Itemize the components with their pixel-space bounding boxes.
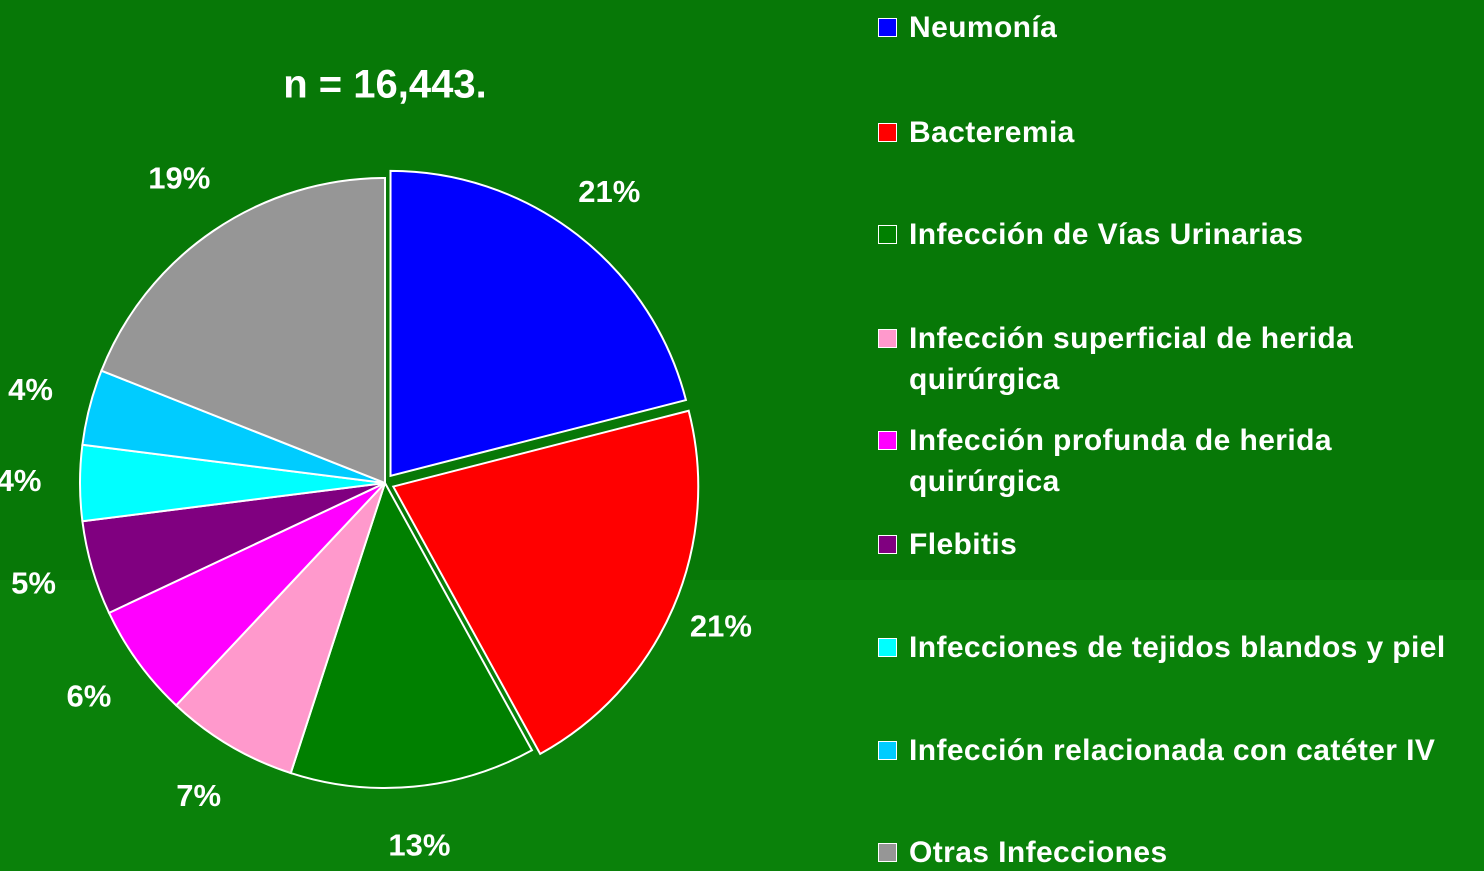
legend-label: Bacteremia	[909, 116, 1075, 149]
legend-label: Infecciones de tejidos blandos y piel	[909, 631, 1446, 664]
legend-label: Neumonía	[909, 11, 1058, 44]
pie-slice	[389, 169, 688, 478]
legend-entry: Infecciones de tejidos blandos y piel	[876, 627, 1482, 668]
legend-entry: Infección de Vías Urinarias	[876, 214, 1482, 255]
legend-entry: Infección superficial de herida quirúrgi…	[876, 318, 1482, 400]
legend-swatch	[878, 329, 897, 348]
data-label: 19%	[148, 160, 210, 195]
legend-swatch	[878, 741, 897, 760]
data-label: 5%	[11, 565, 56, 600]
legend-entry: Infección relacionada con catéter IV	[876, 730, 1482, 771]
data-label: 6%	[66, 678, 111, 713]
legend-entry: Flebitis	[876, 524, 1482, 565]
data-label: 21%	[578, 174, 640, 209]
data-label: 13%	[388, 828, 450, 863]
legend-label: Infección relacionada con catéter IV	[909, 734, 1436, 767]
legend-entry: Bacteremia	[876, 112, 1482, 153]
legend-swatch	[878, 18, 897, 37]
legend-swatch	[878, 843, 897, 862]
data-label: 7%	[176, 778, 221, 813]
pie-slice	[391, 409, 700, 756]
legend-entry: Neumonía	[876, 7, 1482, 48]
legend-swatch	[878, 225, 897, 244]
legend-swatch	[878, 535, 897, 554]
legend-swatch	[878, 123, 897, 142]
pie-slice	[289, 480, 534, 789]
chart-title: n = 16,443.	[283, 63, 486, 107]
legend-swatch	[878, 638, 897, 657]
pie-slice	[174, 482, 386, 775]
legend-label: Infección de Vías Urinarias	[909, 218, 1304, 251]
pie-slice	[100, 176, 386, 485]
legend-label: Otras Infecciones	[909, 836, 1168, 869]
legend-entry: Infección profunda de herida quirúrgica	[876, 420, 1482, 502]
pie-area: n = 16,443. 21% 21% 13% 7% 6% 5% 4% 4% 19%	[0, 63, 752, 863]
legend-label: Flebitis	[909, 528, 1018, 561]
data-label: 4%	[8, 372, 53, 407]
legend-swatch	[878, 431, 897, 450]
data-label: 4%	[0, 463, 41, 498]
legend-entry: Otras Infecciones	[876, 832, 1482, 873]
legend-label: Infección profunda de herida quirúrgica	[909, 424, 1332, 498]
data-label: 21%	[690, 609, 752, 644]
legend-label: Infección superficial de herida quirúrgi…	[909, 322, 1354, 396]
